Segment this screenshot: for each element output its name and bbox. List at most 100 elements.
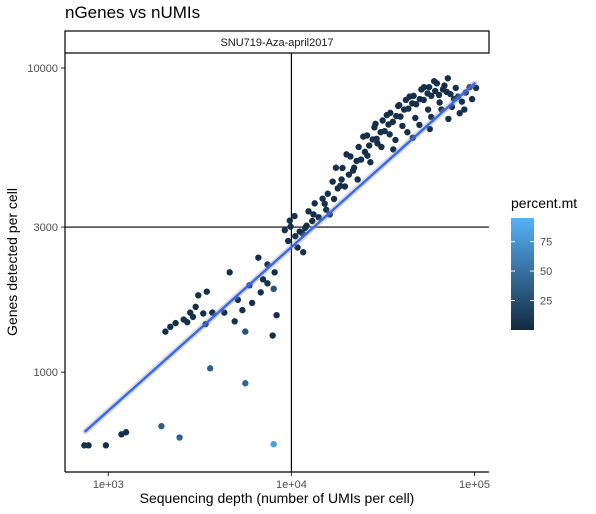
data-point bbox=[338, 176, 345, 183]
data-point bbox=[350, 164, 358, 171]
y-tick-label: 10000 bbox=[27, 63, 58, 75]
data-point bbox=[321, 200, 328, 207]
data-point bbox=[203, 288, 210, 295]
data-point bbox=[257, 289, 264, 296]
x-axis: 1e+03 1e+04 1e+05 bbox=[93, 472, 490, 491]
data-point bbox=[445, 115, 452, 123]
data-point bbox=[337, 182, 344, 189]
data-point bbox=[192, 303, 199, 311]
data-point bbox=[209, 309, 216, 316]
data-point bbox=[374, 140, 381, 147]
data-point bbox=[305, 208, 312, 215]
data-point bbox=[420, 83, 428, 91]
data-point bbox=[221, 309, 228, 316]
y-axis-title: Genes detected per cell bbox=[4, 188, 20, 336]
legend-ticks: 25 50 75 bbox=[511, 237, 552, 308]
data-point bbox=[242, 380, 249, 387]
data-point bbox=[309, 217, 316, 225]
y-tick-label: 3000 bbox=[34, 222, 58, 234]
data-point bbox=[426, 125, 434, 133]
data-point bbox=[366, 142, 373, 149]
data-point bbox=[255, 254, 262, 261]
data-point bbox=[461, 106, 468, 113]
data-point bbox=[291, 212, 298, 220]
data-point bbox=[364, 152, 371, 159]
data-point bbox=[234, 296, 242, 304]
data-point bbox=[427, 113, 435, 121]
data-point bbox=[420, 96, 427, 104]
legend-title: percent.mt bbox=[511, 195, 577, 211]
data-point bbox=[310, 211, 317, 218]
legend-colorbar bbox=[511, 218, 534, 330]
facet-strip-label: SNU719-Aza-april2017 bbox=[220, 37, 333, 49]
data-point bbox=[184, 319, 191, 326]
fit-line bbox=[84, 82, 476, 433]
data-point bbox=[431, 87, 439, 95]
data-point bbox=[392, 136, 399, 144]
data-point bbox=[271, 269, 278, 276]
data-point bbox=[311, 200, 318, 207]
data-point bbox=[390, 146, 397, 153]
data-point bbox=[397, 113, 404, 120]
data-point bbox=[206, 365, 214, 372]
data-point bbox=[323, 206, 330, 213]
y-tick-label: 1000 bbox=[34, 367, 58, 379]
x-tick-label: 1e+04 bbox=[276, 479, 307, 491]
data-point bbox=[383, 111, 391, 119]
data-point bbox=[242, 328, 249, 335]
data-point bbox=[452, 84, 459, 92]
data-point bbox=[357, 156, 365, 163]
data-point bbox=[303, 222, 310, 229]
data-point bbox=[270, 285, 277, 293]
data-point bbox=[294, 244, 301, 251]
data-point bbox=[281, 226, 288, 234]
data-point bbox=[412, 114, 419, 122]
data-point bbox=[259, 276, 267, 283]
data-point bbox=[339, 164, 346, 172]
data-point bbox=[430, 77, 438, 85]
data-point bbox=[269, 332, 276, 339]
data-point bbox=[441, 82, 448, 89]
data-point bbox=[332, 164, 340, 171]
data-point bbox=[239, 306, 246, 314]
data-point bbox=[248, 299, 256, 307]
data-point bbox=[468, 95, 476, 103]
data-point bbox=[412, 101, 420, 108]
x-tick-label: 1e+05 bbox=[459, 479, 490, 491]
data-point bbox=[458, 98, 466, 105]
data-point bbox=[329, 178, 336, 185]
facet-strip bbox=[64, 30, 490, 54]
data-point bbox=[472, 84, 480, 92]
data-point bbox=[284, 237, 292, 245]
data-point bbox=[389, 118, 397, 126]
data-point bbox=[162, 328, 169, 335]
data-point bbox=[399, 122, 406, 130]
data-point bbox=[319, 195, 326, 202]
data-point bbox=[300, 249, 307, 256]
data-point bbox=[292, 232, 299, 240]
data-point bbox=[355, 143, 362, 151]
data-point bbox=[167, 323, 174, 331]
data-point bbox=[176, 434, 183, 441]
data-point bbox=[436, 99, 443, 106]
data-point bbox=[315, 214, 322, 221]
data-point bbox=[372, 120, 379, 128]
legend-tick-label: 50 bbox=[540, 266, 552, 278]
data-point bbox=[270, 441, 277, 448]
data-point bbox=[447, 90, 454, 98]
data-point bbox=[396, 101, 403, 109]
data-point bbox=[379, 117, 386, 124]
data-point bbox=[273, 311, 280, 319]
data-point bbox=[200, 310, 207, 317]
data-point bbox=[231, 318, 238, 325]
data-point bbox=[122, 429, 130, 436]
data-point bbox=[424, 106, 432, 113]
chart-title: nGenes vs nUMIs bbox=[65, 3, 200, 22]
data-point bbox=[425, 83, 433, 91]
data-point bbox=[264, 280, 271, 287]
data-point bbox=[406, 93, 413, 100]
data-point bbox=[444, 75, 452, 82]
data-point bbox=[428, 92, 435, 100]
data-point bbox=[386, 131, 393, 138]
